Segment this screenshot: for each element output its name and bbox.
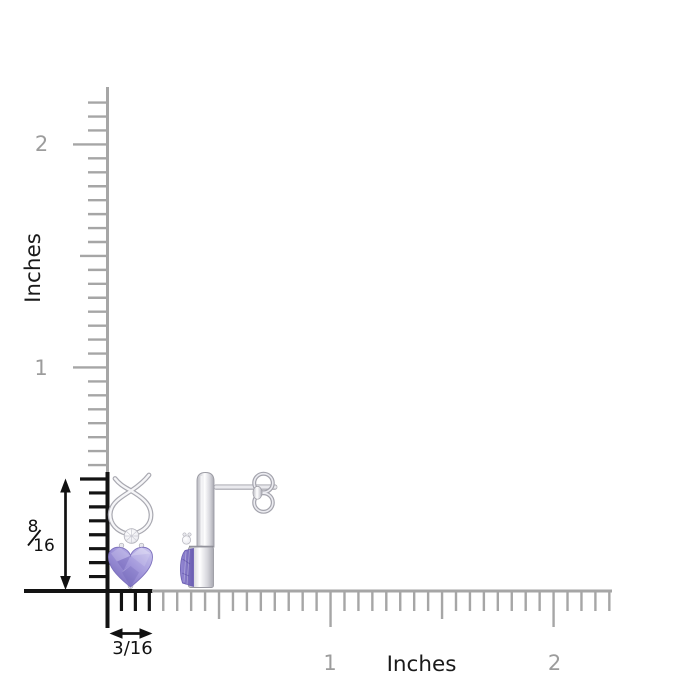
arrow-up-icon xyxy=(60,478,71,493)
heart-stone-side xyxy=(180,547,194,588)
width-measurement-label: 3/16 xyxy=(112,638,152,659)
vertical-axis-title: Inches xyxy=(21,233,46,303)
earring-front-view xyxy=(107,472,154,589)
horizontal-ruler-ticks xyxy=(119,592,611,627)
height-fraction-denominator: 16 xyxy=(33,536,55,556)
vertical-ruler xyxy=(73,87,110,628)
side-bar xyxy=(196,472,215,548)
height-measure-arrow xyxy=(60,478,71,590)
diamond-side xyxy=(181,532,192,545)
fraction-slash xyxy=(27,529,42,547)
height-measurement-label: 8 16 xyxy=(27,517,55,556)
diamond-accent xyxy=(123,528,140,544)
width-measure-arrow xyxy=(109,628,153,639)
arrow-down-icon xyxy=(60,576,71,590)
horizontal-tick-label-2: 2 xyxy=(548,651,561,675)
horizontal-tick-label-1: 1 xyxy=(323,651,336,675)
earring-side-view xyxy=(180,471,278,588)
arrow-right-icon xyxy=(139,628,153,639)
horizontal-axis-title: Inches xyxy=(387,652,457,677)
ear-post xyxy=(213,484,278,490)
vertical-tick-label-1: 1 xyxy=(34,356,47,380)
arrow-left-icon xyxy=(109,628,123,639)
vertical-ruler-ticks xyxy=(73,101,109,579)
height-fraction-numerator: 8 xyxy=(28,517,39,537)
vertical-tick-label-2: 2 xyxy=(35,132,48,156)
heart-tanzanite-stone xyxy=(108,546,153,588)
horizontal-ruler xyxy=(24,589,612,627)
butterfly-clutch xyxy=(252,471,275,514)
ribbon-cross-loop xyxy=(107,472,154,536)
